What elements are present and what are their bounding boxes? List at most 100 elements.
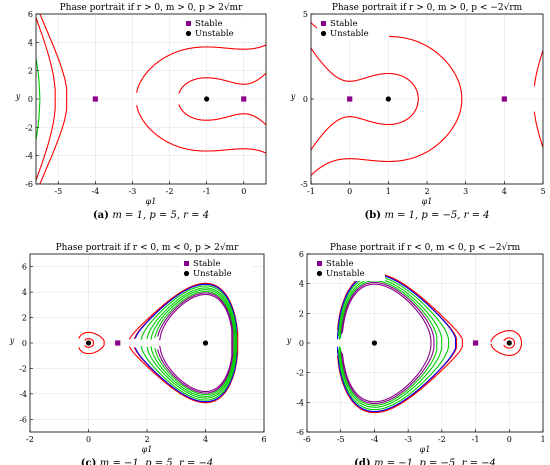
panel-title: Phase portrait if r > 0, m > 0, p > 2√mr <box>60 2 243 13</box>
unstable-point <box>506 340 512 346</box>
stable-point <box>115 340 121 346</box>
x-axis-label: φ1 <box>142 445 153 454</box>
trajectory-curve <box>146 287 237 399</box>
legend-unstable-marker <box>320 30 327 37</box>
x-tick-label: 1 <box>386 187 391 196</box>
caption-params: m = 1, p = 5, r = 4 <box>112 210 209 221</box>
panel-title: Phase portrait if r < 0, m < 0, p < −2√r… <box>330 242 521 253</box>
x-tick-label: -4 <box>371 435 379 444</box>
x-tick-label: 0 <box>347 187 352 196</box>
x-axis-label: φ1 <box>146 197 157 206</box>
x-tick-label: -5 <box>337 435 345 444</box>
y-axis-label: y <box>9 336 15 345</box>
stable-point <box>241 96 247 102</box>
x-tick-label: 3 <box>463 187 468 196</box>
unstable-point <box>385 96 391 102</box>
y-tick-label: 0 <box>28 95 33 104</box>
caption-params: m = −1, p = −5, r = −4 <box>374 458 496 465</box>
y-tick-label: -5 <box>300 180 308 189</box>
legend-stable-marker <box>186 21 191 26</box>
x-tick-label: 4 <box>502 187 507 196</box>
stable-point <box>472 340 479 346</box>
trajectory-curve <box>39 14 68 184</box>
x-tick-label: -2 <box>26 435 34 444</box>
trajectory-curve <box>341 283 432 403</box>
stable-point <box>347 96 353 102</box>
y-tick-label: 2 <box>28 67 33 76</box>
trajectory-group <box>36 14 266 184</box>
legend-box <box>317 17 389 41</box>
x-tick-label: -4 <box>91 187 99 196</box>
legend-stable-label: Stable <box>195 19 223 29</box>
legend-unstable-label: Unstable <box>330 29 369 39</box>
y-axis-label: y <box>286 336 292 345</box>
panel-caption: (d) m = −1, p = −5, r = −4 <box>354 458 496 465</box>
legend-stable-marker <box>321 21 326 26</box>
x-tick-label: -2 <box>166 187 174 196</box>
x-tick-label: 2 <box>424 187 429 196</box>
trajectory-curve <box>136 105 266 154</box>
y-tick-label: 5 <box>303 10 308 19</box>
caption-params: m = 1, p = −5, r = 4 <box>384 210 489 221</box>
x-tick-label: 5 <box>540 187 545 196</box>
caption-params: m = −1, p = 5, r = −4 <box>100 458 213 465</box>
y-tick-label: 6 <box>28 10 33 19</box>
trajectory-curve <box>128 282 239 404</box>
panel-caption: (b) m = 1, p = −5, r = 4 <box>365 210 490 221</box>
x-tick-label: -2 <box>438 435 446 444</box>
y-tick-label: 2 <box>299 309 304 318</box>
trajectory-curve <box>140 285 238 401</box>
legend-stable-label: Stable <box>330 19 358 29</box>
y-tick-label: -2 <box>296 369 304 378</box>
x-tick-label: -3 <box>404 435 412 444</box>
trajectory-curve <box>178 104 266 126</box>
trajectory-curve <box>178 72 266 94</box>
y-tick-label: -2 <box>25 123 33 132</box>
unstable-point <box>204 96 210 102</box>
trajectory-curve <box>78 331 105 355</box>
legend-stable-label: Stable <box>326 259 354 269</box>
x-axis-label: φ1 <box>420 445 431 454</box>
trajectory-curve <box>136 44 266 93</box>
y-tick-label: 4 <box>28 38 33 47</box>
x-tick-label: -5 <box>54 187 62 196</box>
panel-d: -6 -5 -4 -3 -2 -1 0 1 -6 -4 -2 0 2 4 6 φ1 y Phase portrai… <box>286 242 546 465</box>
y-tick-label: -6 <box>25 180 33 189</box>
unstable-point <box>371 340 378 346</box>
x-tick-label: 0 <box>86 435 91 444</box>
legend-unstable-label: Unstable <box>193 269 232 279</box>
y-tick-label: -4 <box>296 398 304 407</box>
stable-point <box>501 96 507 102</box>
panel-c: -2 0 2 4 6 -6 -4 -2 0 2 4 6 φ1 y Phase portrait if r <… <box>9 242 267 465</box>
trajectory-curve <box>533 50 543 87</box>
panel-a: -5 -4 -3 -2 -1 0 -6 -4 -2 0 2 4 6 φ1 y Phase portrait i… <box>15 2 267 221</box>
trajectory-curve <box>36 17 56 181</box>
trajectory-curve <box>159 293 233 393</box>
x-tick-label: -6 <box>303 435 311 444</box>
unstable-point <box>85 340 92 346</box>
x-axis-label: φ1 <box>422 197 433 206</box>
legend-box <box>180 257 252 281</box>
y-tick-label: 0 <box>299 339 304 348</box>
y-axis-label: y <box>15 92 21 101</box>
legend-unstable-marker <box>316 270 323 277</box>
x-tick-label: -1 <box>307 187 315 196</box>
stable-point <box>92 96 98 102</box>
trajectory-curve <box>154 290 235 396</box>
trajectory-curve <box>490 330 522 356</box>
panel-title: Phase portrait if r > 0, m > 0, p < −2√r… <box>332 2 523 13</box>
caption-tag: (c) <box>81 458 100 465</box>
y-tick-label: 6 <box>299 250 304 259</box>
panel-b: -1 0 1 2 3 4 5 -5 0 5 φ1 y Phase portrait if r > 0, … <box>290 2 546 221</box>
y-tick-label: 0 <box>303 95 308 104</box>
panel-caption: (c) m = −1, p = 5, r = −4 <box>81 458 213 465</box>
legend-unstable-label: Unstable <box>195 29 234 39</box>
unstable-point <box>202 340 209 346</box>
y-tick-label: -6 <box>296 428 304 437</box>
x-tick-label: 1 <box>540 435 545 444</box>
y-tick-label: -4 <box>25 152 33 161</box>
